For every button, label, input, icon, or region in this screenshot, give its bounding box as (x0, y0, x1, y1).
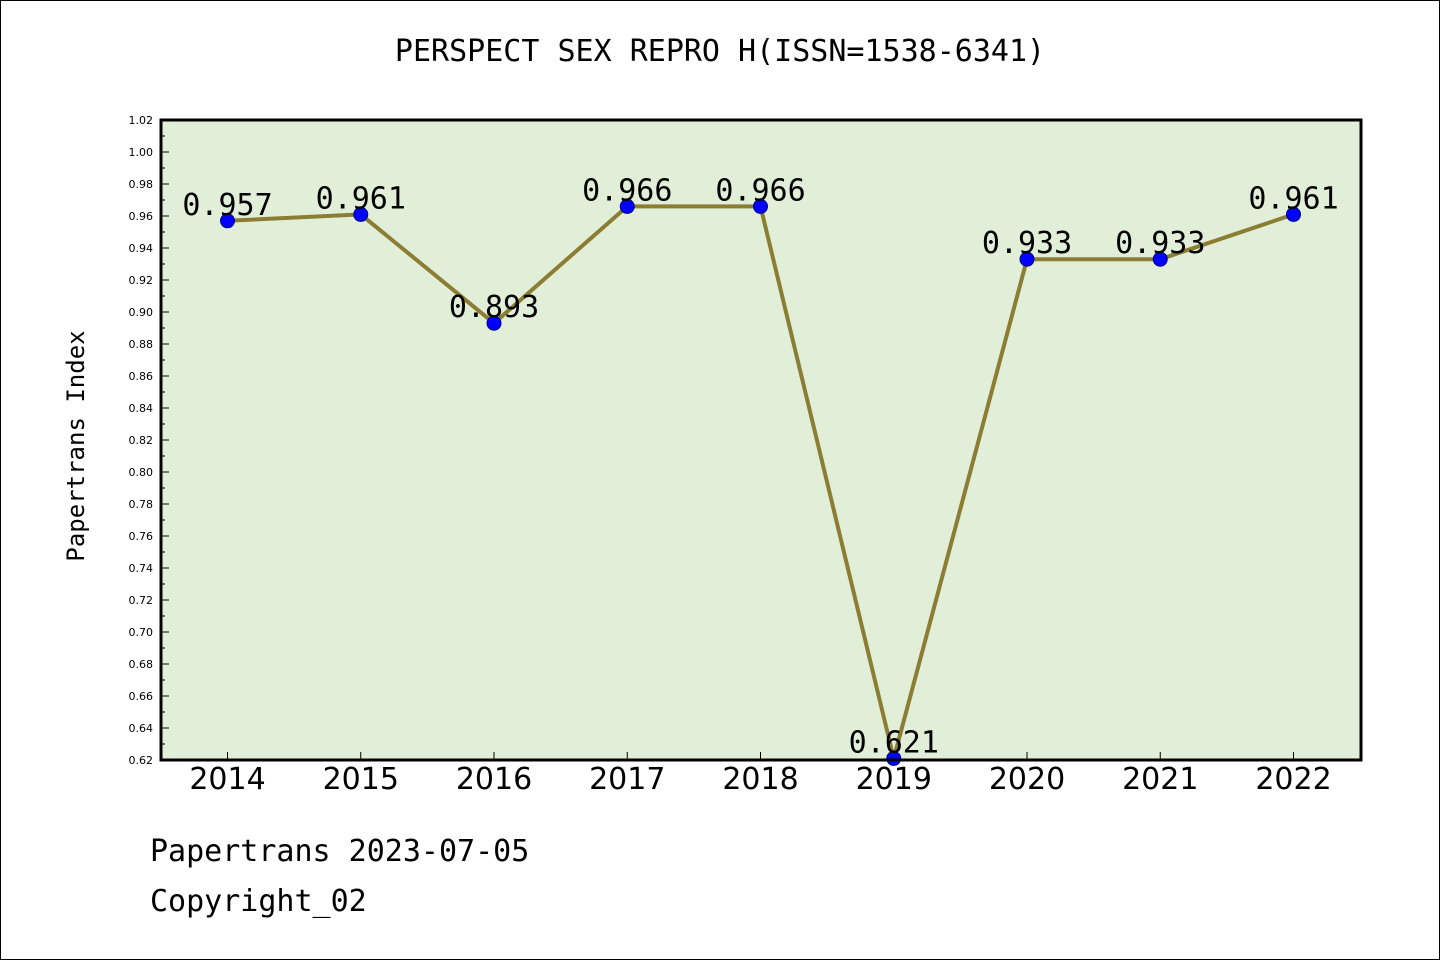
y-tick-label: 0.66 (129, 690, 154, 703)
x-tick-label: 2021 (1122, 762, 1198, 797)
y-tick-label: 0.96 (129, 210, 154, 223)
y-tick-label: 0.78 (129, 498, 154, 511)
plot-border (159, 118, 1363, 762)
y-tick-label: 0.92 (129, 274, 154, 287)
y-tick-label: 0.94 (129, 242, 154, 255)
x-tick-label: 2022 (1255, 762, 1331, 797)
data-point (1019, 251, 1035, 267)
data-label: 0.966 (715, 173, 805, 208)
data-label: 0.957 (182, 188, 272, 223)
x-tick-label: 2016 (456, 762, 532, 797)
data-point (220, 213, 235, 229)
data-label: 0.893 (449, 290, 539, 325)
data-label: 0.933 (1115, 226, 1205, 261)
series-markers (220, 198, 1301, 766)
x-tick-label: 2018 (722, 762, 798, 797)
y-tick-label: 0.90 (129, 306, 154, 319)
y-tick-label: 1.00 (129, 146, 154, 159)
data-point (753, 198, 768, 214)
data-point (1286, 206, 1301, 222)
data-label: 0.966 (582, 173, 672, 208)
y-tick-label: 0.74 (129, 562, 154, 575)
data-point (1152, 251, 1168, 267)
data-point (353, 206, 369, 222)
data-label: 0.621 (849, 725, 939, 760)
y-tick-label: 0.98 (129, 178, 154, 191)
y-tick-label: 0.70 (129, 626, 154, 639)
plot-area (161, 120, 1361, 760)
y-tick-label: 0.68 (129, 658, 154, 671)
y-tick-label: 0.82 (129, 434, 154, 447)
y-axis-tick-labels: 0.62 0.64 0.66 0.68 0.70 0.72 0.74 0.76 0.78 0.80… (129, 114, 154, 767)
data-label: 0.933 (982, 226, 1072, 261)
footer-copyright: Copyright_02 (150, 884, 367, 919)
footer-date: Papertrans 2023-07-05 (150, 834, 530, 869)
chart-title: PERSPECT SEX REPRO H(ISSN=1538-6341) (394, 34, 1046, 69)
x-tick-label: 2015 (323, 762, 399, 797)
y-tick-label: 0.72 (129, 594, 154, 607)
x-tick-label: 2020 (989, 762, 1065, 797)
y-tick-label: 0.86 (129, 370, 154, 383)
x-tick-label: 2017 (589, 762, 665, 797)
x-tick-label: 2014 (189, 762, 265, 797)
y-tick-label: 0.64 (129, 722, 154, 735)
y-tick-label: 0.88 (129, 338, 154, 351)
y-tick-label: 0.84 (129, 402, 154, 415)
data-point (619, 198, 635, 214)
x-axis-tick-labels: 2014 2015 2016 2017 2018 2019 2020 2021 2022 (189, 762, 1331, 797)
data-point (886, 750, 902, 766)
y-tick-label: 0.80 (129, 466, 154, 479)
data-label: 0.961 (1248, 181, 1338, 216)
data-label: 0.961 (316, 181, 406, 216)
y-tick-label: 0.62 (129, 754, 154, 767)
y-tick-label: 0.76 (129, 530, 154, 543)
y-tick-label: 1.02 (129, 114, 154, 127)
data-labels: 0.957 0.961 0.893 0.966 0.966 0.621 0.933 0.933… (182, 173, 1338, 760)
x-tick-label: 2019 (856, 762, 932, 797)
data-point (486, 315, 502, 331)
